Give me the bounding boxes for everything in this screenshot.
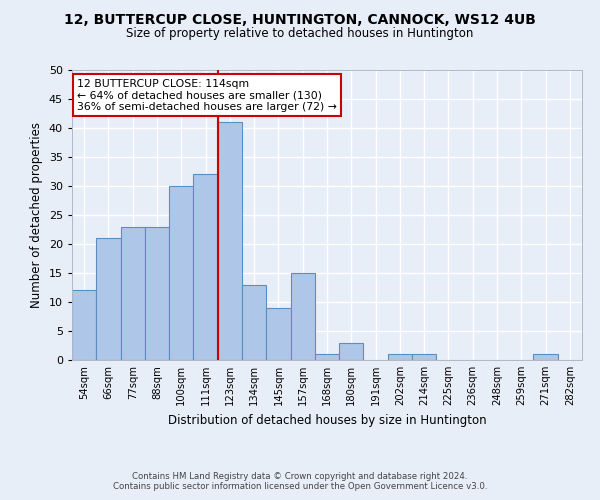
Bar bbox=[145, 226, 169, 360]
Bar bbox=[72, 290, 96, 360]
Bar bbox=[388, 354, 412, 360]
Bar bbox=[193, 174, 218, 360]
Bar bbox=[218, 122, 242, 360]
Text: Contains public sector information licensed under the Open Government Licence v3: Contains public sector information licen… bbox=[113, 482, 487, 491]
Bar bbox=[121, 226, 145, 360]
X-axis label: Distribution of detached houses by size in Huntington: Distribution of detached houses by size … bbox=[167, 414, 487, 426]
Text: Contains HM Land Registry data © Crown copyright and database right 2024.: Contains HM Land Registry data © Crown c… bbox=[132, 472, 468, 481]
Bar bbox=[169, 186, 193, 360]
Bar bbox=[290, 273, 315, 360]
Bar bbox=[242, 284, 266, 360]
Text: 12 BUTTERCUP CLOSE: 114sqm
← 64% of detached houses are smaller (130)
36% of sem: 12 BUTTERCUP CLOSE: 114sqm ← 64% of deta… bbox=[77, 78, 337, 112]
Bar bbox=[533, 354, 558, 360]
Bar bbox=[315, 354, 339, 360]
Y-axis label: Number of detached properties: Number of detached properties bbox=[30, 122, 43, 308]
Text: 12, BUTTERCUP CLOSE, HUNTINGTON, CANNOCK, WS12 4UB: 12, BUTTERCUP CLOSE, HUNTINGTON, CANNOCK… bbox=[64, 12, 536, 26]
Text: Size of property relative to detached houses in Huntington: Size of property relative to detached ho… bbox=[127, 28, 473, 40]
Bar bbox=[412, 354, 436, 360]
Bar bbox=[266, 308, 290, 360]
Bar bbox=[96, 238, 121, 360]
Bar bbox=[339, 342, 364, 360]
